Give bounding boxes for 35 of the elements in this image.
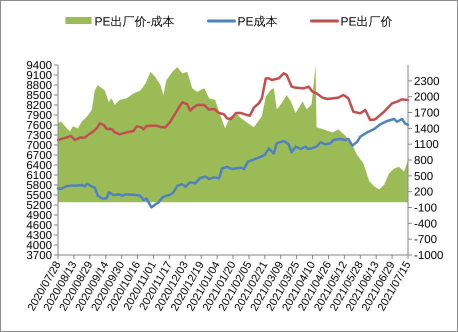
y2-tick-label: 1100 [414,139,439,152]
legend-label: PE出厂价 [340,14,393,28]
y-tick-label: 4300 [26,230,52,242]
y2-tick-label: -400 [414,218,438,230]
y-tick-label: 6700 [26,150,52,162]
y2-tick-label: 1400 [414,123,440,136]
y-tick-label: 5800 [26,180,52,192]
y-tick-label: 7900 [26,110,52,122]
y-tick-label: 9400 [26,60,52,72]
y-tick-label: 9100 [26,70,52,82]
y-tick-label: 6100 [26,170,52,182]
y2-tick-label: -1000 [414,250,444,262]
y-tick-label: 4000 [26,240,52,252]
y2-tick-label: 2000 [414,92,440,104]
y-tick-label: 7600 [26,120,52,132]
legend-label: PE出厂价-成本 [94,14,174,28]
y-tick-label: 7300 [26,130,52,142]
y-tick-label: 6400 [26,160,52,172]
legend-label: PE成本 [237,14,278,28]
y-tick-label: 8500 [26,90,52,102]
y-tick-label: 8800 [26,80,52,92]
y2-tick-label: 1700 [414,108,440,120]
y-tick-label: 5500 [26,190,52,202]
y-tick-label: 8200 [26,100,52,112]
y-tick-label: 5200 [26,200,52,212]
y-tick-label: 4600 [26,220,52,232]
y-tick-label: 4900 [26,210,52,222]
y2-tick-label: 500 [414,170,434,183]
y-tick-label: 7000 [26,140,52,152]
y2-tick-label: 200 [414,186,434,199]
y-tick-label: 3700 [26,250,52,262]
y2-tick-label: 800 [414,155,434,167]
y2-tick-label: -700 [414,234,438,246]
y2-tick-label: -100 [414,202,438,214]
y2-tick-label: 2300 [414,76,440,88]
